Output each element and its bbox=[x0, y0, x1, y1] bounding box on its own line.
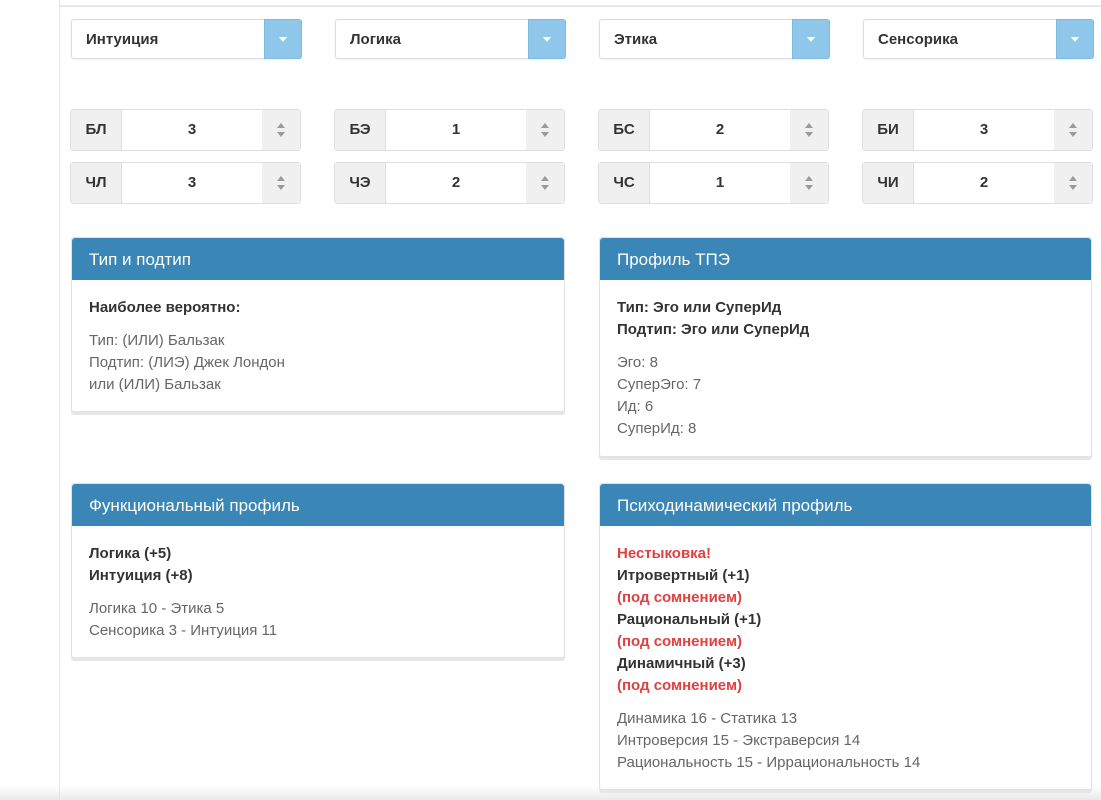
spinner-label: ЧС bbox=[599, 163, 649, 203]
select-sensing[interactable]: Сенсорика bbox=[863, 19, 1094, 59]
doubt-note: (под сомнением) bbox=[617, 677, 743, 694]
tpe-value: СуперЭго: 7 bbox=[617, 376, 702, 393]
up-arrow-icon[interactable] bbox=[277, 123, 285, 128]
down-arrow-icon[interactable] bbox=[541, 132, 549, 137]
tpe-value: СуперИд: 8 bbox=[617, 420, 697, 437]
subtype-line: Подтип: (ЛИЭ) Джек Лондон bbox=[89, 354, 285, 371]
spinner-chi[interactable]: ЧИ 2 bbox=[862, 162, 1093, 204]
psycho-item: Динамичный (+3) bbox=[617, 655, 746, 672]
spinner-bi[interactable]: БИ 3 bbox=[862, 109, 1093, 151]
spinner-chl[interactable]: ЧЛ 3 bbox=[70, 162, 301, 204]
spinner-be[interactable]: БЭ 1 bbox=[334, 109, 565, 151]
spinner-che[interactable]: ЧЭ 2 bbox=[334, 162, 565, 204]
up-arrow-icon[interactable] bbox=[805, 123, 813, 128]
tpe-subtype-line: Подтип: Эго или СуперИд bbox=[617, 321, 810, 338]
doubt-note: (под сомнением) bbox=[617, 633, 743, 650]
func-bold-line: Логика (+5) bbox=[89, 545, 172, 562]
down-arrow-icon[interactable] bbox=[277, 185, 285, 190]
select-ethics[interactable]: Этика bbox=[599, 19, 830, 59]
panel-heading: Наиболее вероятно: bbox=[89, 299, 241, 316]
psycho-line: Динамика 16 - Статика 13 bbox=[617, 710, 798, 727]
spinner-input[interactable]: 2 bbox=[385, 163, 527, 203]
spinner-bl[interactable]: БЛ 3 bbox=[70, 109, 301, 151]
spinner-input[interactable]: 3 bbox=[121, 110, 263, 150]
func-line: Логика 10 - Этика 5 bbox=[89, 600, 225, 617]
select-value: Этика bbox=[614, 31, 658, 48]
spinner-input[interactable]: 1 bbox=[385, 110, 527, 150]
spinner-arrows[interactable] bbox=[262, 163, 300, 203]
type-line: Тип: (ИЛИ) Бальзак bbox=[89, 332, 225, 349]
spinner-arrows[interactable] bbox=[790, 163, 828, 203]
chevron-down-icon[interactable] bbox=[264, 19, 302, 59]
chevron-down-icon[interactable] bbox=[1056, 19, 1094, 59]
spinner-arrows[interactable] bbox=[790, 110, 828, 150]
doubt-note: (под сомнением) bbox=[617, 589, 743, 606]
spinner-label: БИ bbox=[863, 110, 913, 150]
down-arrow-icon[interactable] bbox=[805, 132, 813, 137]
spinner-label: ЧЭ bbox=[335, 163, 385, 203]
functional-panel: Функциональный профиль Логика (+5) Интуи… bbox=[71, 483, 565, 658]
up-arrow-icon[interactable] bbox=[277, 176, 285, 181]
select-logic[interactable]: Логика bbox=[335, 19, 566, 59]
psycho-line: Рациональность 15 - Иррациональность 14 bbox=[617, 754, 921, 771]
spinner-label: БЭ bbox=[335, 110, 385, 150]
panel-title: Профиль ТПЭ bbox=[600, 238, 1091, 280]
top-rule bbox=[60, 5, 1101, 7]
select-value: Сенсорика bbox=[878, 31, 958, 48]
tpe-panel: Профиль ТПЭ Тип: Эго или СуперИд Подтип:… bbox=[599, 237, 1092, 457]
spinner-label: БС bbox=[599, 110, 649, 150]
up-arrow-icon[interactable] bbox=[805, 176, 813, 181]
chevron-down-icon[interactable] bbox=[528, 19, 566, 59]
bottom-fade bbox=[0, 786, 1101, 800]
psycho-item: Итровертный (+1) bbox=[617, 567, 750, 584]
spinner-label: ЧЛ bbox=[71, 163, 121, 203]
down-arrow-icon[interactable] bbox=[1069, 185, 1077, 190]
up-arrow-icon[interactable] bbox=[541, 123, 549, 128]
spinner-label: БЛ bbox=[71, 110, 121, 150]
warning-text: Нестыковка! bbox=[617, 545, 712, 562]
down-arrow-icon[interactable] bbox=[1069, 132, 1077, 137]
psycho-line: Интроверсия 15 - Экстраверсия 14 bbox=[617, 732, 861, 749]
spinner-input[interactable]: 1 bbox=[649, 163, 791, 203]
subtype-alt-line: или (ИЛИ) Бальзак bbox=[89, 376, 221, 393]
tpe-type-line: Тип: Эго или СуперИд bbox=[617, 299, 782, 316]
spinner-input[interactable]: 2 bbox=[649, 110, 791, 150]
chevron-down-icon[interactable] bbox=[792, 19, 830, 59]
spinner-input[interactable]: 3 bbox=[913, 110, 1055, 150]
psycho-item: Рациональный (+1) bbox=[617, 611, 762, 628]
func-bold-line: Интуиция (+8) bbox=[89, 567, 193, 584]
func-line: Сенсорика 3 - Интуиция 11 bbox=[89, 622, 278, 639]
down-arrow-icon[interactable] bbox=[805, 185, 813, 190]
psychodynamic-panel: Психодинамический профиль Нестыковка! Ит… bbox=[599, 483, 1092, 790]
panel-title: Психодинамический профиль bbox=[600, 484, 1091, 526]
down-arrow-icon[interactable] bbox=[541, 185, 549, 190]
spinner-arrows[interactable] bbox=[1054, 110, 1092, 150]
type-panel: Тип и подтип Наиболее вероятно: Тип: (ИЛ… bbox=[71, 237, 565, 412]
up-arrow-icon[interactable] bbox=[1069, 176, 1077, 181]
spinner-arrows[interactable] bbox=[262, 110, 300, 150]
select-intuition[interactable]: Интуиция bbox=[71, 19, 302, 59]
down-arrow-icon[interactable] bbox=[277, 132, 285, 137]
left-rule bbox=[59, 0, 60, 800]
spinner-arrows[interactable] bbox=[526, 163, 564, 203]
spinner-label: ЧИ bbox=[863, 163, 913, 203]
spinner-arrows[interactable] bbox=[1054, 163, 1092, 203]
select-value: Интуиция bbox=[86, 31, 159, 48]
spinner-chs[interactable]: ЧС 1 bbox=[598, 162, 829, 204]
panel-title: Функциональный профиль bbox=[72, 484, 564, 526]
select-value: Логика bbox=[350, 31, 402, 48]
panel-title: Тип и подтип bbox=[72, 238, 564, 280]
spinner-input[interactable]: 3 bbox=[121, 163, 263, 203]
tpe-value: Эго: 8 bbox=[617, 354, 658, 371]
up-arrow-icon[interactable] bbox=[1069, 123, 1077, 128]
spinner-input[interactable]: 2 bbox=[913, 163, 1055, 203]
tpe-value: Ид: 6 bbox=[617, 398, 654, 415]
spinner-bs[interactable]: БС 2 bbox=[598, 109, 829, 151]
spinner-arrows[interactable] bbox=[526, 110, 564, 150]
up-arrow-icon[interactable] bbox=[541, 176, 549, 181]
